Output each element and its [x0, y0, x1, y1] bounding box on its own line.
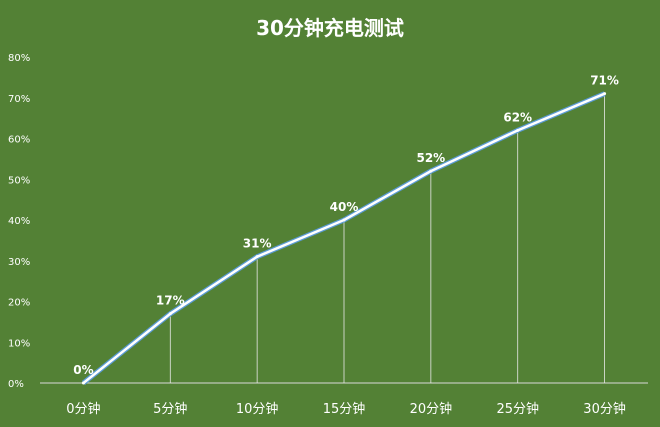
- y-tick-label: 0%: [8, 379, 24, 390]
- y-tick-label: 10%: [8, 338, 30, 349]
- data-point: [429, 169, 433, 173]
- y-tick-label: 40%: [8, 216, 30, 227]
- data-label: 62%: [503, 110, 532, 124]
- data-label: 71%: [590, 74, 619, 88]
- data-point: [603, 92, 607, 96]
- x-tick-label: 30分钟: [583, 401, 626, 417]
- x-tick-label: 20分钟: [410, 401, 453, 417]
- x-tick-label: 10分钟: [236, 401, 279, 417]
- data-label: 40%: [330, 200, 359, 214]
- data-point: [168, 312, 172, 316]
- x-tick-label: 25分钟: [496, 401, 539, 417]
- y-tick-label: 30%: [8, 257, 30, 268]
- data-point: [81, 381, 85, 385]
- y-tick-label: 70%: [8, 94, 30, 105]
- data-label: 52%: [416, 151, 445, 165]
- x-tick-label: 15分钟: [323, 401, 366, 417]
- data-label: 17%: [156, 294, 185, 308]
- y-tick-label: 20%: [8, 298, 30, 309]
- x-tick-label: 0分钟: [66, 401, 100, 417]
- chart-title: 30分钟充电测试: [256, 16, 404, 40]
- data-point: [342, 218, 346, 222]
- data-label: 0%: [73, 363, 93, 377]
- data-point: [516, 128, 520, 132]
- data-point: [255, 255, 259, 259]
- y-tick-label: 80%: [8, 53, 30, 64]
- x-tick-label: 5分钟: [153, 401, 187, 417]
- y-tick-label: 50%: [8, 175, 30, 186]
- data-label: 31%: [243, 237, 272, 251]
- y-tick-label: 60%: [8, 135, 30, 146]
